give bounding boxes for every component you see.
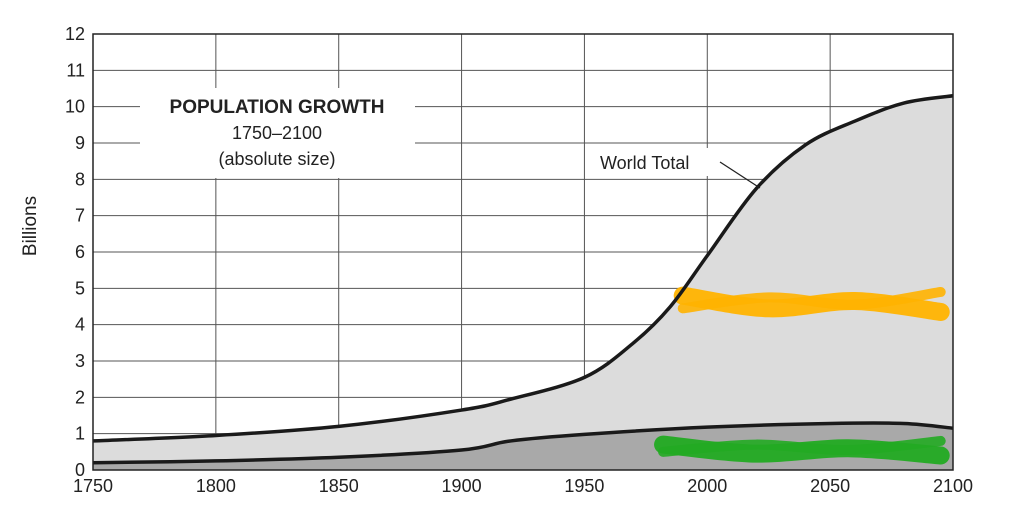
highlight-scribbles [654,286,950,465]
plot-frame [92,33,954,471]
y-tick-label: 5 [75,278,85,298]
annotation-leader-line [719,161,761,189]
y-tick-label: 2 [75,387,85,407]
lower-region-line [92,421,954,465]
annotation-group: World Total [594,148,761,189]
title-block: POPULATION GROWTH 1750–2100 (absolute si… [140,88,415,178]
axes: 1750 1800 1850 1900 1950 2000 2050 210001234567… [65,24,973,496]
x-tick-label: 2000 [687,476,727,496]
y-tick-label: 4 [75,315,85,335]
y-tick-label: 9 [75,133,85,153]
highlight-stroke-overpass [677,286,946,314]
y-tick-label: 0 [75,460,85,480]
y-tick-label: 1 [75,424,85,444]
title-background [140,88,415,178]
x-tick-label: 2100 [933,476,973,496]
y-tick-label: 3 [75,351,85,371]
world-total-area [93,95,953,471]
chart-subtitle-note: (absolute size) [218,149,335,169]
x-tick-label: 1850 [319,476,359,496]
world-total-annotation: World Total [600,153,689,173]
x-tick-label: 1900 [442,476,482,496]
y-tick-label: 12 [65,24,85,44]
highlight-stroke-overpass [658,435,946,457]
x-tick-label: 2050 [810,476,850,496]
chart-subtitle-years: 1750–2100 [232,123,322,143]
x-tick-label: 1750 [73,476,113,496]
y-tick-label: 7 [75,206,85,226]
y-tick-label: 8 [75,169,85,189]
y-tick-label: 11 [66,60,85,80]
x-tick-label: 1950 [564,476,604,496]
x-tick-label: 1800 [196,476,236,496]
y-tick-label: 6 [75,242,85,262]
world-total-line [92,94,954,443]
annotation-background [594,148,722,176]
y-axis-label: Billions [20,196,41,256]
chart-title: POPULATION GROWTH [170,97,385,118]
y-tick-label: 10 [65,97,85,117]
series-lines [92,94,954,465]
